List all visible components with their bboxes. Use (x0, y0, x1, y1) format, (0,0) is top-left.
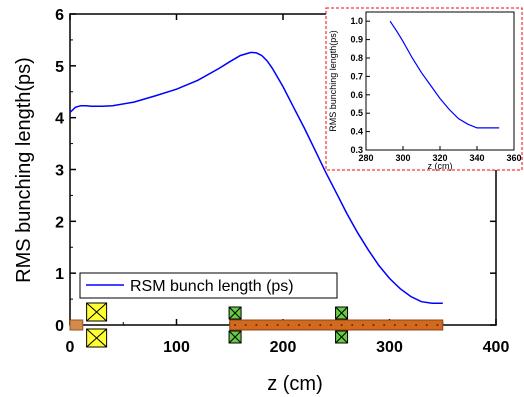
beam-pipe-dot (351, 324, 354, 326)
x-tick-label: 400 (483, 339, 510, 356)
beam-pipe-dot (329, 324, 332, 326)
y-tick-label: 4 (55, 111, 64, 128)
beam-pipe-dot (297, 324, 300, 326)
legend: RSM bunch length (ps) (79, 272, 338, 299)
inset-y-tick-label: 0.9 (350, 35, 363, 45)
beam-pipe-dot (340, 324, 343, 326)
beam-pipe-dot (244, 324, 247, 326)
inset-y-axis-title: RMS bunching length(ps) (328, 30, 338, 132)
x-tick-label: 0 (66, 339, 75, 356)
solenoid-cross (86, 328, 107, 348)
beamline-elements (69, 302, 444, 348)
inset-y-tick-label: 0.6 (350, 90, 363, 100)
inset-series-line (389, 20, 500, 129)
inset-border (325, 7, 523, 171)
quadrupole-cross (335, 306, 348, 320)
x-tick-label: 300 (376, 339, 403, 356)
quadrupole-cross (228, 306, 242, 320)
inset-y-tick-label: 0.7 (350, 71, 363, 81)
quadrupole-cross (228, 330, 242, 344)
beam-pipe-dot (255, 324, 258, 326)
inset-x-tick-label: 280 (358, 153, 373, 163)
solenoid-cross (86, 302, 107, 322)
beam-pipe-dot (415, 324, 418, 326)
x-axis-title: z (cm) (267, 373, 323, 395)
quadrupole-cross (335, 330, 348, 344)
beam-pipe-dot (372, 324, 375, 326)
inset-x-axis-title: z (cm) (428, 161, 453, 171)
y-tick-label: 5 (55, 59, 64, 76)
y-axis-title: RMS bunching length(ps) (13, 57, 35, 283)
y-tick-label: 6 (55, 7, 64, 24)
x-tick-label: 100 (163, 339, 190, 356)
inset-y-tick-label: 0.8 (350, 53, 363, 63)
beam-pipe-dot (308, 324, 311, 326)
inset-y-tick-label: 0.5 (350, 108, 363, 118)
inset-y-tick-label: 0.3 (350, 145, 363, 155)
series-line-rsm-bunch-length (69, 51, 443, 304)
beam-pipe-dot (234, 324, 237, 326)
beam-pipe-dot (276, 324, 279, 326)
beam-pipe-dot (287, 324, 290, 326)
beam-pipe-dot (361, 324, 364, 326)
x-tick-label: 200 (270, 339, 297, 356)
beam-pipe-dot (383, 324, 386, 326)
inset-y-tick-label: 0.4 (350, 127, 363, 137)
beam-pipe-dot (404, 324, 407, 326)
beam-pipe-dot (436, 324, 439, 326)
beam-pipe-start (69, 319, 84, 331)
beam-pipe (229, 319, 444, 331)
y-tick-label: 3 (55, 163, 64, 180)
legend-label: RSM bunch length (ps) (130, 278, 294, 295)
inset-x-tick-label: 300 (395, 153, 410, 163)
inset-x-tick-label: 360 (506, 153, 521, 163)
inset-y-tick-label: 1.0 (350, 16, 363, 26)
inset-x-tick-label: 320 (432, 153, 447, 163)
inset-plot: 280 300 320 340 360 0.3 0.4 0.5 0.6 0.7 0.8 0.9 1.0 z… (325, 7, 523, 171)
y-tick-label: 0 (55, 318, 64, 335)
beam-pipe-dot (266, 324, 269, 326)
beam-pipe-dot (393, 324, 396, 326)
y-tick-label: 2 (55, 214, 64, 231)
beam-pipe-dot (319, 324, 322, 326)
inset-x-tick-label: 340 (469, 153, 484, 163)
beam-pipe-dot (425, 324, 428, 326)
y-tick-label: 1 (55, 266, 64, 283)
